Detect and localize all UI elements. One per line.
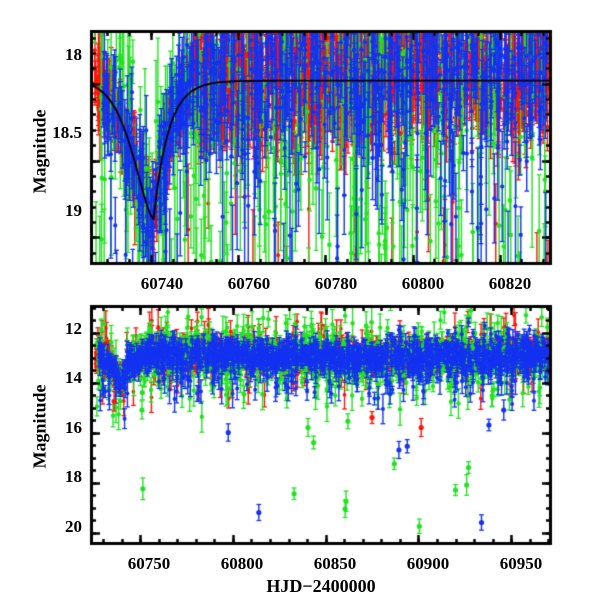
bottom-panel-ytick-14: 14 xyxy=(65,368,82,387)
top-panel-xtick-60820: 60820 xyxy=(488,274,532,293)
top-panel-xtick-60760: 60760 xyxy=(227,274,271,293)
top-panel-xtick-60800: 60800 xyxy=(401,274,445,293)
bottom-panel-ytick-12: 12 xyxy=(65,319,82,338)
bottom-panel-ytick-16: 16 xyxy=(65,418,82,437)
top-panel-ytick-18: 18 xyxy=(65,45,82,64)
top-panel-xtick-60740: 60740 xyxy=(140,274,184,293)
bottom-panel-xtick-60800: 60800 xyxy=(220,554,264,573)
top-panel-y-axis-title: Magnitude xyxy=(29,109,50,194)
top-panel-xtick-60780: 60780 xyxy=(314,274,358,293)
top-panel-ytick-18p5: 18.5 xyxy=(52,123,82,142)
bottom-panel-xtick-60750: 60750 xyxy=(127,554,171,573)
bottom-panel-xtick-60950: 60950 xyxy=(499,554,543,573)
top-panel-ytick-19: 19 xyxy=(65,201,82,220)
bottom-panel-xtick-60850: 60850 xyxy=(313,554,357,573)
bottom-panel-x-axis-title: HJD−2400000 xyxy=(266,576,376,596)
bottom-panel-xtick-60900: 60900 xyxy=(406,554,450,573)
bottom-panel-ytick-20: 20 xyxy=(65,517,82,536)
bottom-panel-ytick-18: 18 xyxy=(65,467,82,486)
